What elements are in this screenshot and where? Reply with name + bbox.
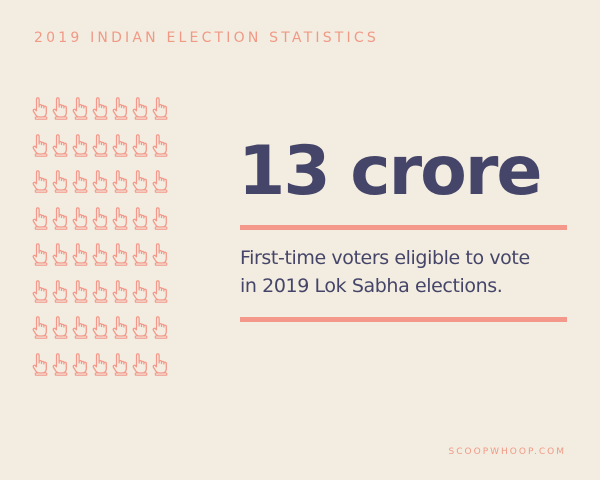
inked-finger-hand-icon (132, 316, 148, 339)
inked-finger-hand-icon (152, 206, 168, 230)
brand-footer: SCOOPWHOOP.COM (448, 447, 566, 457)
inked-finger-hand-icon (32, 352, 48, 376)
inked-finger-hand-icon (112, 97, 128, 120)
inked-finger-hand-icon (152, 170, 168, 193)
inked-finger-hand-icon (72, 243, 88, 266)
stat-description: First-time voters eligible to vote in 20… (240, 244, 570, 300)
inked-finger-hand-icon (52, 97, 68, 120)
inked-finger-hand-icon (152, 352, 168, 376)
inked-finger-hand-icon (92, 133, 108, 157)
inked-finger-hand-icon (52, 279, 68, 303)
inked-finger-hand-icon (132, 97, 148, 120)
inked-finger-hand-icon (152, 279, 168, 303)
inked-finger-hand-icon (112, 243, 128, 266)
inked-finger-hand-icon (112, 206, 128, 230)
inked-finger-hand-icon (112, 316, 128, 339)
inked-finger-hand-icon (92, 279, 108, 303)
inked-finger-hand-icon (132, 170, 148, 193)
infographic-title: 2019 INDIAN ELECTION STATISTICS (34, 30, 379, 46)
inked-finger-hand-icon (92, 316, 108, 339)
stat-description-line: in 2019 Lok Sabha elections. (240, 275, 503, 297)
inked-finger-hand-icon (72, 97, 88, 120)
inked-finger-hand-icon (52, 206, 68, 230)
inked-finger-hand-icon (152, 243, 168, 266)
inked-finger-hand-icon (132, 352, 148, 376)
inked-finger-hand-icon (32, 316, 48, 339)
inked-finger-hand-icon (92, 243, 108, 266)
inked-finger-hand-icon (112, 352, 128, 376)
inked-finger-hand-icon (52, 133, 68, 157)
inked-finger-hand-icon (112, 279, 128, 303)
inked-finger-hand-icon (132, 206, 148, 230)
inked-finger-hand-icon (32, 170, 48, 193)
inked-finger-hand-icon (32, 133, 48, 157)
stat-value: 13 crore (238, 132, 543, 211)
inked-finger-hand-icon (92, 352, 108, 376)
divider-bottom (240, 317, 567, 322)
inked-finger-hand-icon (72, 133, 88, 157)
inked-finger-hand-icon (52, 170, 68, 193)
inked-finger-hand-icon (92, 170, 108, 193)
inked-finger-hand-icon (132, 133, 148, 157)
inked-finger-hand-icon (72, 170, 88, 193)
inked-finger-hand-icon (132, 279, 148, 303)
inked-finger-hand-icon (72, 352, 88, 376)
stat-description-line: First-time voters eligible to vote (240, 247, 530, 269)
inked-finger-hand-icon (72, 206, 88, 230)
inked-finger-hand-icon (52, 316, 68, 339)
inked-finger-hand-icon (152, 97, 168, 120)
inked-finger-hand-icon (132, 243, 148, 266)
inked-finger-hand-icon (112, 133, 128, 157)
inked-finger-hand-icon (72, 279, 88, 303)
inked-finger-hand-icon (92, 206, 108, 230)
inked-finger-hand-icon (72, 316, 88, 339)
inked-finger-hand-icon (152, 133, 168, 157)
voter-hand-icon-grid (30, 96, 172, 386)
inked-finger-hand-icon (32, 243, 48, 266)
inked-finger-hand-icon (92, 97, 108, 120)
inked-finger-hand-icon (32, 206, 48, 230)
divider-top (240, 225, 567, 230)
inked-finger-hand-icon (32, 279, 48, 303)
inked-finger-hand-icon (52, 352, 68, 376)
inked-finger-hand-icon (112, 170, 128, 193)
inked-finger-hand-icon (152, 316, 168, 339)
inked-finger-hand-icon (32, 97, 48, 120)
inked-finger-hand-icon (52, 243, 68, 266)
